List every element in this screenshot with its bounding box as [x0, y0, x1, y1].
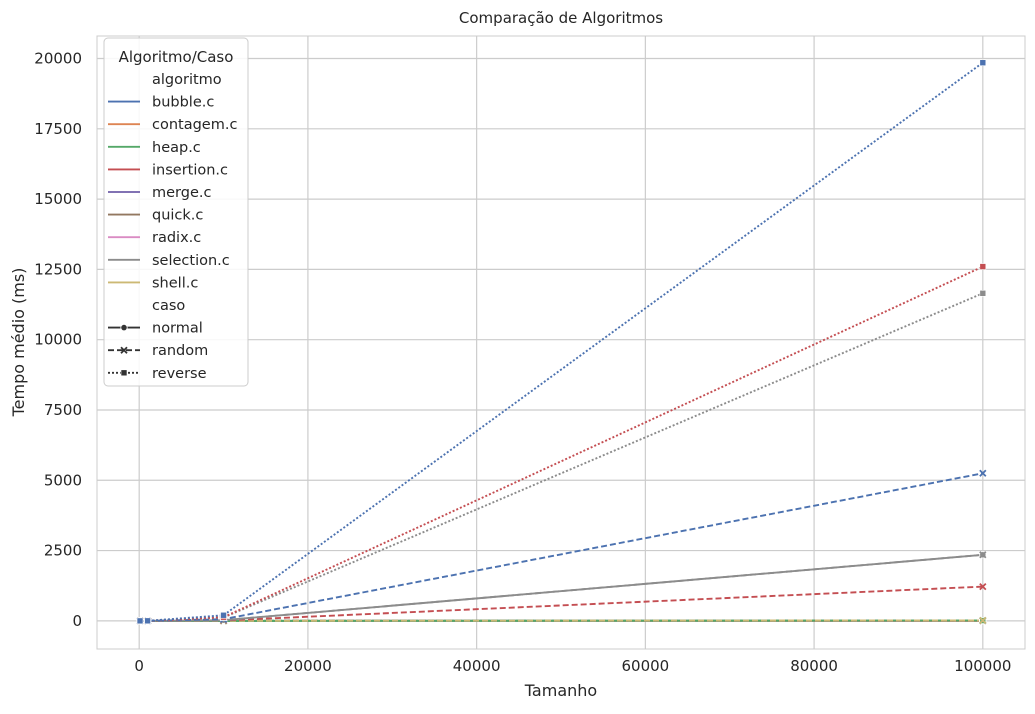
- legend-item-label: selection.c: [152, 253, 230, 269]
- x-tick-label: 40000: [453, 657, 501, 675]
- y-tick-label: 15000: [34, 190, 82, 208]
- y-tick-label: 12500: [34, 260, 82, 278]
- y-tick-label: 2500: [44, 542, 82, 560]
- legend-title: Algoritmo/Caso: [119, 48, 234, 66]
- legend-item-label: normal: [152, 321, 203, 337]
- data-point: [221, 612, 227, 618]
- legend: Algoritmo/Caso algoritmo bubble.c contagem…: [104, 38, 248, 386]
- y-tick-label: 17500: [34, 120, 82, 138]
- legend-marker: [121, 324, 127, 330]
- data-point: [980, 264, 986, 270]
- y-tick-label: 20000: [34, 49, 82, 67]
- data-point: [137, 618, 143, 624]
- data-point: [980, 60, 986, 66]
- y-tick-label: 0: [72, 612, 82, 630]
- y-tick-label: 5000: [44, 471, 82, 489]
- x-axis-label: Tamanho: [524, 681, 597, 700]
- legend-item-label: heap.c: [152, 140, 201, 156]
- data-point: [145, 618, 151, 624]
- y-tick-label: 10000: [34, 331, 82, 349]
- data-point: [980, 290, 986, 296]
- x-tick-label: 0: [134, 657, 144, 675]
- legend-item-label: radix.c: [152, 230, 201, 246]
- legend-heading-caso: caso: [152, 298, 185, 314]
- chart-title: Comparação de Algoritmos: [459, 9, 663, 27]
- legend-item-label: bubble.c: [152, 95, 214, 111]
- legend-item-label: contagem.c: [152, 117, 237, 133]
- x-tick-label: 80000: [790, 657, 838, 675]
- legend-heading-algoritmo: algoritmo: [152, 72, 222, 88]
- x-tick-label: 100000: [954, 657, 1011, 675]
- legend-item-label: merge.c: [152, 185, 211, 201]
- legend-item-label: random: [152, 343, 208, 359]
- x-tick-label: 60000: [622, 657, 670, 675]
- legend-marker: [121, 370, 127, 376]
- y-tick-label: 7500: [44, 401, 82, 419]
- y-tick-labels: 0 2500 5000 7500 10000 12500 15000 17500 20000: [34, 49, 82, 629]
- legend-item-label: insertion.c: [152, 162, 228, 178]
- x-tick-labels: 0 20000 40000 60000 80000 100000: [134, 657, 1011, 675]
- legend-item-label: reverse: [152, 366, 207, 382]
- legend-item-label: shell.c: [152, 275, 198, 291]
- x-tick-label: 20000: [284, 657, 332, 675]
- legend-item-label: quick.c: [152, 208, 203, 224]
- y-axis-label: Tempo médio (ms): [9, 268, 28, 418]
